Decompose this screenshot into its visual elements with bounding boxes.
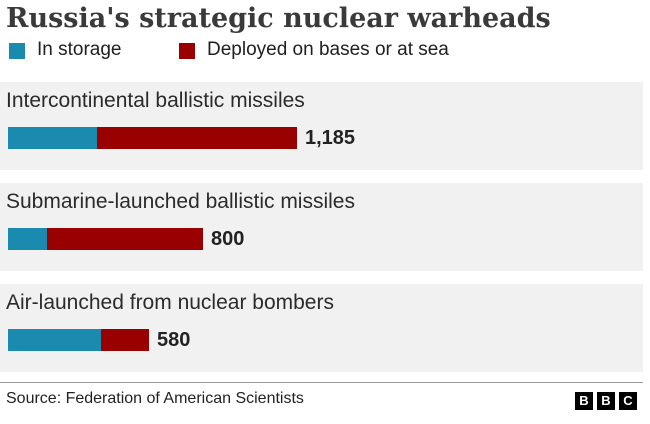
category-label-air: Air-launched from nuclear bombers [6, 291, 334, 314]
source-note: Source: Federation of American Scientist… [6, 390, 304, 407]
chart-title: Russia's strategic nuclear warheads [6, 3, 551, 34]
logo-letter: B [597, 392, 615, 410]
legend-swatch-in-storage [9, 43, 25, 59]
bar-track-air [8, 329, 508, 351]
row-panel-icbm: Intercontinental ballistic missiles 1,18… [0, 82, 643, 170]
logo-letter: C [619, 392, 637, 410]
category-label-slbm: Submarine-launched ballistic missiles [6, 190, 355, 213]
bar-segment-icbm-deployed [97, 127, 297, 149]
bbc-logo: B B C [575, 392, 637, 410]
footer-divider [0, 382, 643, 383]
legend-swatch-deployed [179, 43, 195, 59]
bar-segment-air-deployed [101, 329, 149, 351]
logo-letter: B [575, 392, 593, 410]
row-panel-air: Air-launched from nuclear bombers 580 [0, 284, 643, 372]
total-label-air: 580 [157, 329, 191, 351]
bar-track-icbm [8, 127, 508, 149]
bar-segment-air-in-storage [8, 329, 101, 351]
bar-segment-icbm-in-storage [8, 127, 97, 149]
bar-segment-slbm-in-storage [8, 228, 47, 250]
legend-label-deployed: Deployed on bases or at sea [207, 39, 449, 60]
legend-label-in-storage: In storage [37, 39, 122, 60]
total-label-slbm: 800 [211, 228, 245, 250]
legend: In storage Deployed on bases or at sea [9, 40, 639, 60]
row-panel-slbm: Submarine-launched ballistic missiles 80… [0, 183, 643, 271]
bar-segment-slbm-deployed [47, 228, 203, 250]
bar-track-slbm [8, 228, 508, 250]
total-label-icbm: 1,185 [305, 127, 356, 149]
category-label-icbm: Intercontinental ballistic missiles [6, 89, 305, 112]
